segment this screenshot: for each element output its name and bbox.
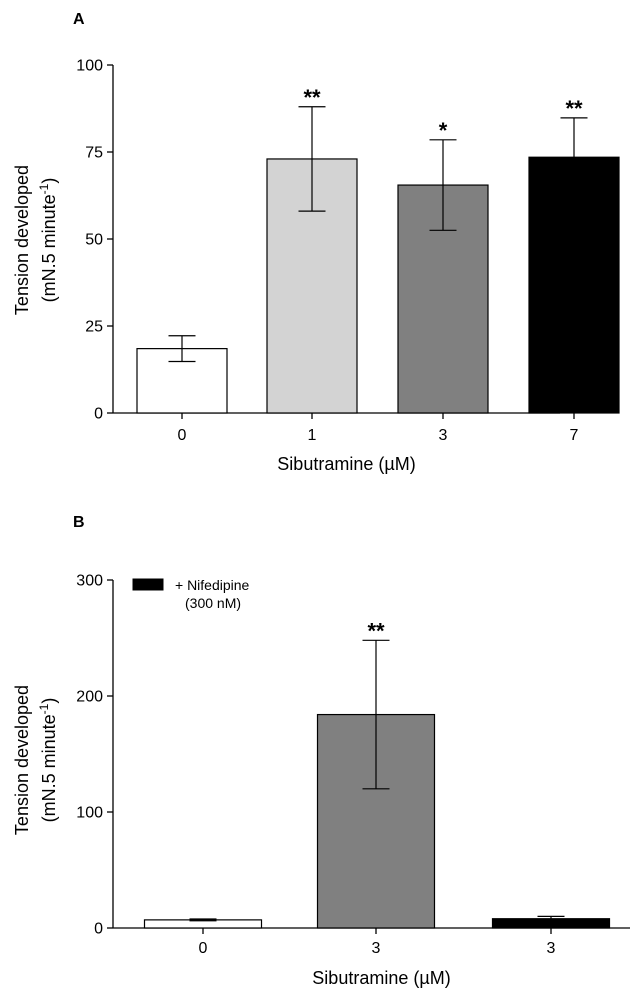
y-axis-title-line1: Tension developed <box>12 685 32 835</box>
bar <box>528 156 620 414</box>
y-tick-label: 100 <box>76 58 103 75</box>
panel-label: B <box>73 514 85 531</box>
y-tick-label: 75 <box>85 145 103 162</box>
y-tick-label: 50 <box>85 232 103 249</box>
y-axis-title-units: (mN.5 minute <box>39 194 59 302</box>
y-axis-title-close: ) <box>39 178 59 184</box>
y-axis-title-close: ) <box>39 698 59 704</box>
y-tick-label: 0 <box>94 406 103 423</box>
significance-marker: ** <box>367 618 385 643</box>
y-tick-label: 200 <box>76 689 103 706</box>
y-axis-title-line2: (mN.5 minute-1) <box>37 178 59 303</box>
significance-marker: * <box>439 118 448 143</box>
panel-label: A <box>73 11 85 28</box>
y-tick-label: 100 <box>76 805 103 822</box>
significance-marker: ** <box>565 96 583 121</box>
y-axis-title-line1: Tension developed <box>12 165 32 315</box>
x-tick-label: 3 <box>547 940 556 957</box>
y-tick-label: 300 <box>76 573 103 590</box>
legend-label-sub: (300 nM) <box>185 595 241 611</box>
chart-panel-b: B 0 100 200 300 0 3 ** 3 Sibutramine (µM) Tension … <box>12 514 630 988</box>
x-tick-label: 3 <box>439 427 448 444</box>
y-axis-title-line2: (mN.5 minute-1) <box>37 698 59 823</box>
x-axis-title: Sibutramine (µM) <box>277 454 415 474</box>
x-tick-label: 0 <box>178 427 187 444</box>
legend: + Nifedipine (300 nM) <box>132 577 250 611</box>
y-axis-title-superscript: -1 <box>37 703 51 714</box>
x-tick-label: 3 <box>372 940 381 957</box>
bar <box>491 918 611 929</box>
x-tick-label: 7 <box>570 427 579 444</box>
y-tick-label: 0 <box>94 921 103 938</box>
y-tick-label: 25 <box>85 319 103 336</box>
x-tick-label: 0 <box>199 940 208 957</box>
x-axis-title: Sibutramine (µM) <box>312 968 450 988</box>
y-axis-title-units: (mN.5 minute <box>39 714 59 822</box>
significance-marker: ** <box>303 85 321 110</box>
legend-swatch <box>132 578 164 591</box>
legend-label: + Nifedipine <box>175 577 250 593</box>
chart-panel-a: A 0 25 50 75 100 0 1 ** 3 * 7 ** Sibutramine (µM) Tens… <box>12 11 620 474</box>
x-tick-label: 1 <box>308 427 317 444</box>
y-axis-title-superscript: -1 <box>37 183 51 194</box>
